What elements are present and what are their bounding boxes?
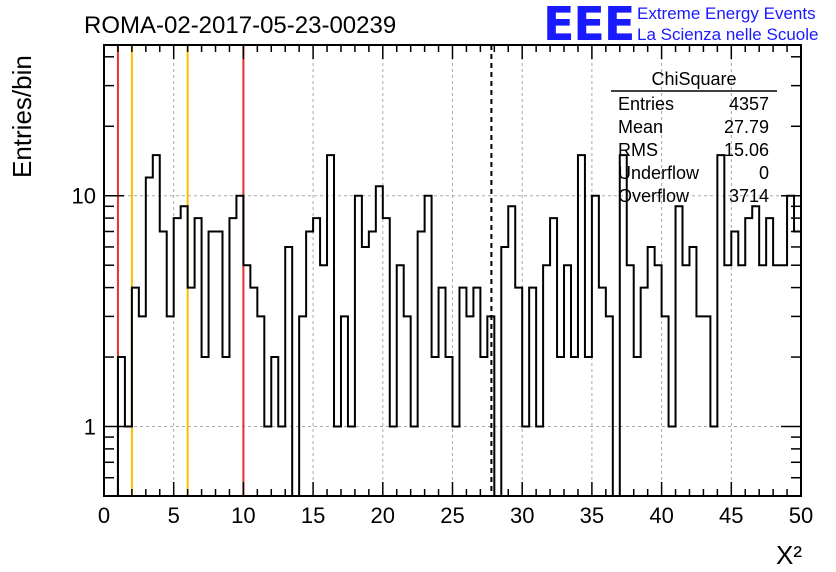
- stats-label-rms: RMS: [618, 140, 658, 160]
- stats-value-rms: 15.06: [724, 140, 769, 160]
- x-tick-label: 10: [231, 503, 255, 528]
- logo-line1: Extreme Energy Events: [637, 4, 816, 23]
- stats-value-underflow: 0: [759, 163, 769, 183]
- axis-ticks: 0 5 10 15 20 25 30 35 40 45 50 1 10: [72, 45, 813, 528]
- x-tick-label: 5: [168, 503, 180, 528]
- x-tick-label: 35: [580, 503, 604, 528]
- eee-logo: EEE Extreme Energy Events La Scienza nel…: [543, 0, 818, 51]
- histogram-series: [104, 154, 801, 497]
- x-tick-label: 50: [789, 503, 813, 528]
- stats-title: ChiSquare: [651, 69, 736, 89]
- chart-title: ROMA-02-2017-05-23-00239: [84, 12, 396, 39]
- x-tick-label: 40: [649, 503, 673, 528]
- stats-box: ChiSquare Entries 4357 Mean 27.79 RMS 15…: [611, 69, 777, 206]
- x-tick-label: 25: [440, 503, 464, 528]
- logo-text: EEE: [543, 0, 634, 51]
- stats-value-overflow: 3714: [729, 186, 769, 206]
- stats-value-mean: 27.79: [724, 117, 769, 137]
- histogram-line: [104, 154, 801, 497]
- x-tick-label: 20: [371, 503, 395, 528]
- logo-line2: La Scienza nelle Scuole: [637, 25, 818, 44]
- y-axis-label: Entries/bin: [7, 55, 37, 178]
- x-tick-label: 45: [719, 503, 743, 528]
- x-tick-label: 15: [301, 503, 325, 528]
- y-tick-label: 10: [72, 184, 96, 209]
- stats-label-underflow: Underflow: [618, 163, 700, 183]
- stats-label-overflow: Overflow: [618, 186, 690, 206]
- x-tick-label: 0: [98, 503, 110, 528]
- stats-label-entries: Entries: [618, 94, 674, 114]
- stats-label-mean: Mean: [618, 117, 663, 137]
- x-tick-label: 30: [510, 503, 534, 528]
- y-tick-label: 1: [84, 415, 96, 440]
- stats-value-entries: 4357: [729, 94, 769, 114]
- x-axis-label: X²: [776, 540, 802, 570]
